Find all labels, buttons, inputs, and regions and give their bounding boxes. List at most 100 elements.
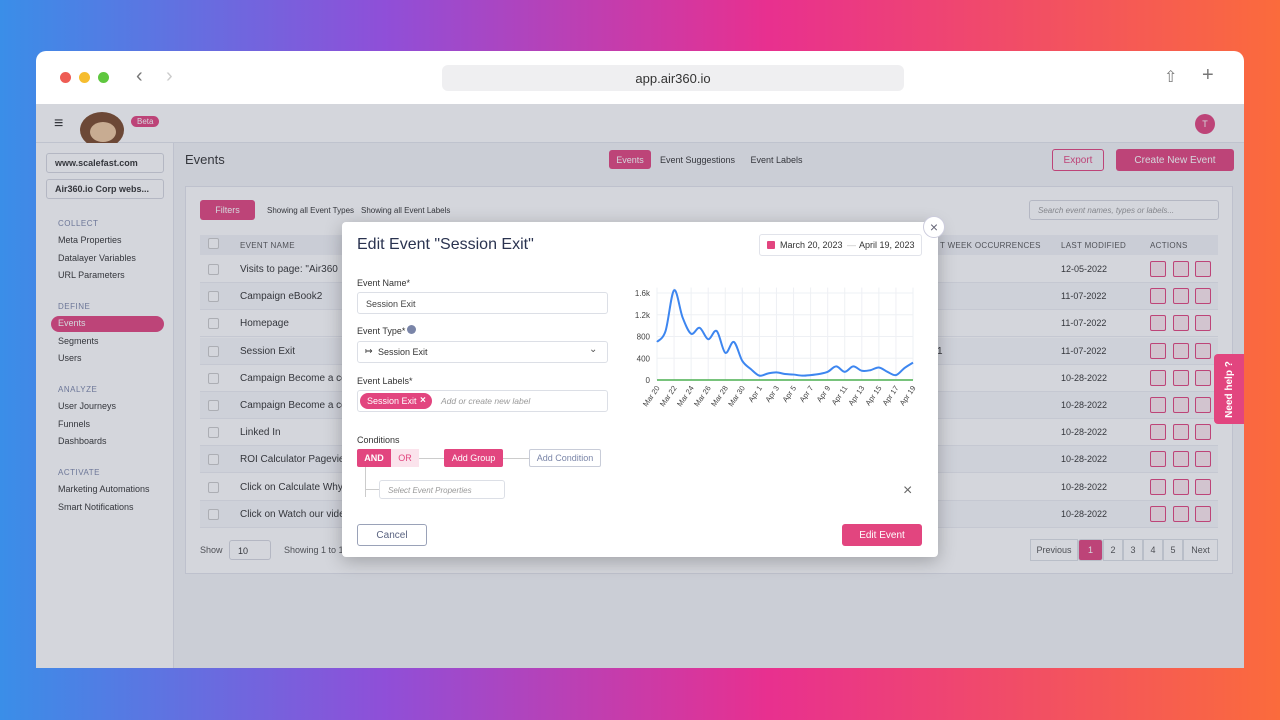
forward[interactable]: › [166, 65, 173, 87]
page-btn[interactable]: 4 [1143, 539, 1163, 561]
and-btn[interactable]: AND [357, 449, 391, 467]
checkbox[interactable] [208, 372, 219, 384]
action-btn[interactable] [1150, 315, 1166, 332]
share[interactable]: ⇧ [1164, 69, 1178, 86]
event-name[interactable]: Homepage [240, 318, 289, 330]
page-btn[interactable]: 5 [1163, 539, 1183, 561]
site-select[interactable]: www.scalefast.com [46, 153, 164, 173]
event-name[interactable]: Click on Watch our vide [240, 508, 345, 520]
help-tab[interactable]: Need help ? [1214, 354, 1244, 424]
search[interactable]: Search event names, types or labels... [1029, 200, 1219, 220]
action-btn[interactable] [1195, 424, 1211, 441]
action-btn[interactable] [1195, 288, 1211, 305]
nav-item[interactable]: Datalayer Variables [58, 252, 136, 263]
url-bar[interactable]: app.air360.io [442, 65, 904, 91]
nav-item[interactable]: URL Parameters [58, 270, 125, 281]
tab[interactable]: Event Suggestions [659, 154, 736, 165]
nav-item[interactable]: Dashboards [58, 436, 107, 447]
chip[interactable]: Showing all Event Labels [361, 206, 451, 215]
tab[interactable]: Events [609, 150, 651, 169]
name-input[interactable]: Session Exit [357, 292, 608, 314]
add-condition[interactable]: Add Condition [529, 449, 601, 467]
action-btn[interactable] [1173, 369, 1189, 386]
action-btn[interactable] [1195, 397, 1211, 413]
checkbox[interactable] [208, 345, 219, 357]
or-btn[interactable]: OR [391, 449, 419, 467]
page-size[interactable]: 10 [229, 540, 271, 560]
modal-close[interactable]: × [923, 216, 945, 238]
nav-item[interactable]: User Journeys [58, 401, 117, 412]
action-btn[interactable] [1173, 261, 1189, 277]
export-btn[interactable]: Export [1052, 149, 1104, 171]
action-btn[interactable] [1150, 505, 1166, 522]
checkbox[interactable] [208, 400, 219, 411]
action-btn[interactable] [1173, 478, 1189, 495]
action-btn[interactable] [1195, 451, 1211, 468]
chip[interactable]: Showing all Event Types [267, 206, 355, 215]
action-btn[interactable] [1173, 342, 1189, 359]
page-btn[interactable]: 1 [1078, 539, 1103, 561]
event-name[interactable]: Campaign Become a co [240, 372, 347, 384]
max-dot[interactable] [98, 72, 109, 83]
back[interactable]: ‹ [136, 65, 143, 87]
new-tab[interactable]: + [1202, 64, 1214, 86]
action-btn[interactable] [1150, 369, 1166, 386]
nav-item[interactable]: Events [58, 318, 86, 329]
nav-item[interactable]: Marketing Automations [58, 484, 150, 495]
action-btn[interactable] [1150, 261, 1166, 277]
action-btn[interactable] [1195, 261, 1211, 277]
event-name[interactable]: Session Exit [240, 345, 296, 357]
nav-item[interactable]: Funnels [58, 418, 91, 429]
page-btn[interactable]: Previous [1030, 539, 1078, 561]
type-value[interactable]: Session Exit [378, 347, 428, 357]
action-btn[interactable] [1173, 451, 1189, 468]
create-btn[interactable]: Create New Event [1116, 149, 1234, 171]
checkbox[interactable] [208, 508, 219, 520]
action-btn[interactable] [1173, 397, 1189, 413]
checkbox[interactable] [208, 427, 219, 439]
event-name[interactable]: Linked In [240, 427, 281, 439]
event-name[interactable]: Campaign Become a co [240, 400, 347, 411]
project-select[interactable]: Air360.io Corp webs... [46, 179, 164, 199]
action-btn[interactable] [1195, 315, 1211, 332]
nav-item[interactable]: Smart Notifications [58, 501, 134, 512]
checkbox[interactable] [208, 318, 219, 330]
action-btn[interactable] [1150, 342, 1166, 359]
page-btn[interactable]: 3 [1123, 539, 1143, 561]
event-name[interactable]: Click on Calculate Why [240, 481, 343, 493]
event-name[interactable]: Visits to page: "Air360 [240, 264, 338, 275]
checkbox[interactable] [208, 238, 219, 249]
action-btn[interactable] [1173, 505, 1189, 522]
action-btn[interactable] [1150, 424, 1166, 441]
action-btn[interactable] [1150, 397, 1166, 413]
props-select[interactable]: Select Event Properties [379, 480, 505, 499]
remove[interactable]: × [903, 482, 913, 499]
checkbox[interactable] [208, 454, 219, 466]
checkbox[interactable] [208, 291, 219, 303]
page-btn[interactable]: 2 [1103, 539, 1123, 561]
action-btn[interactable] [1150, 288, 1166, 305]
date-start[interactable]: March 20, 2023 [780, 240, 843, 250]
action-btn[interactable] [1195, 342, 1211, 359]
checkbox[interactable] [208, 264, 219, 275]
avatar[interactable]: T [1195, 114, 1215, 134]
submit-btn[interactable]: Edit Event [842, 524, 922, 546]
filters-btn[interactable]: Filters [200, 200, 255, 220]
cancel-btn[interactable]: Cancel [357, 524, 427, 546]
action-btn[interactable] [1195, 478, 1211, 495]
checkbox[interactable] [208, 481, 219, 493]
action-btn[interactable] [1150, 451, 1166, 468]
action-btn[interactable] [1150, 478, 1166, 495]
label-tag[interactable]: Session Exit [360, 393, 432, 409]
event-name[interactable]: Campaign eBook2 [240, 291, 323, 303]
action-btn[interactable] [1195, 505, 1211, 522]
date-end[interactable]: April 19, 2023 [859, 240, 915, 250]
close-dot[interactable] [60, 72, 71, 83]
min-dot[interactable] [79, 72, 90, 83]
action-btn[interactable] [1173, 424, 1189, 441]
event-name[interactable]: ROI Calculator Pageviev [240, 454, 350, 466]
action-btn[interactable] [1173, 315, 1189, 332]
tab[interactable]: Event Labels [750, 154, 803, 165]
nav-item[interactable]: Users [58, 353, 82, 364]
page-btn[interactable]: Next [1183, 539, 1218, 561]
